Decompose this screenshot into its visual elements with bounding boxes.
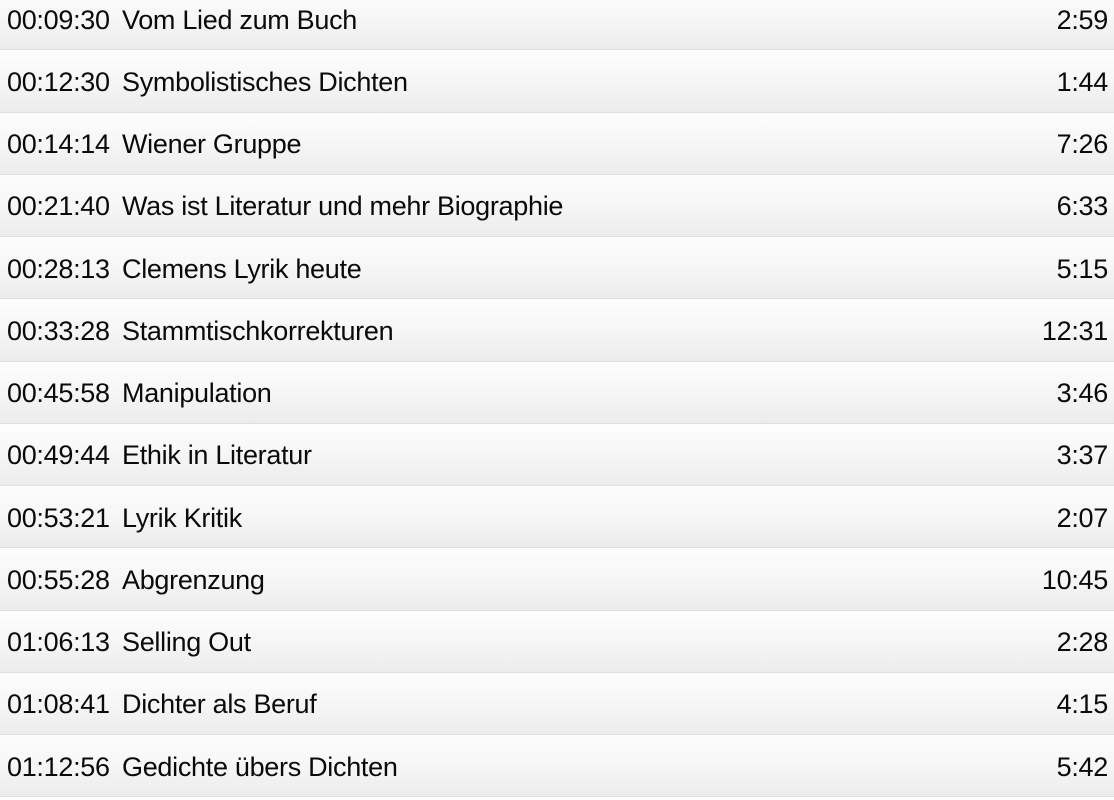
chapter-duration: 6:33 bbox=[1056, 191, 1109, 222]
chapter-row[interactable]: 00:09:30 Vom Lied zum Buch 2:59 bbox=[0, 0, 1114, 51]
chapter-title: Clemens Lyrik heute bbox=[122, 253, 362, 284]
chapter-title: Lyrik Kritik bbox=[122, 502, 242, 533]
chapter-row[interactable]: 00:45:58 Manipulation 3:46 bbox=[0, 361, 1114, 424]
chapter-start-time: 01:08:41 bbox=[7, 689, 110, 720]
chapter-row[interactable]: 01:08:41 Dichter als Beruf 4:15 bbox=[0, 672, 1114, 735]
chapter-start-time: 00:28:13 bbox=[7, 253, 110, 284]
chapter-row[interactable]: 00:28:13 Clemens Lyrik heute 5:15 bbox=[0, 237, 1114, 300]
chapter-duration: 5:42 bbox=[1056, 751, 1109, 782]
chapter-duration: 12:31 bbox=[1041, 315, 1108, 346]
chapter-title: Stammtischkorrekturen bbox=[122, 315, 394, 346]
chapter-duration: 3:37 bbox=[1056, 440, 1109, 471]
chapter-row[interactable]: 00:12:30 Symbolistisches Dichten 1:44 bbox=[0, 50, 1114, 113]
chapter-title: Was ist Literatur und mehr Biographie bbox=[122, 191, 564, 222]
chapter-row[interactable]: 00:53:21 Lyrik Kritik 2:07 bbox=[0, 486, 1114, 549]
chapter-title: Manipulation bbox=[122, 378, 272, 409]
chapter-row[interactable]: 00:21:40 Was ist Literatur und mehr Biog… bbox=[0, 174, 1114, 237]
chapter-start-time: 00:45:58 bbox=[7, 378, 110, 409]
chapter-duration: 2:28 bbox=[1056, 627, 1109, 658]
chapter-title: Dichter als Beruf bbox=[122, 689, 317, 720]
chapter-row[interactable]: 00:55:28 Abgrenzung 10:45 bbox=[0, 548, 1114, 611]
chapter-start-time: 00:14:14 bbox=[7, 129, 110, 160]
chapter-start-time: 00:21:40 bbox=[7, 191, 110, 222]
chapter-start-time: 00:09:30 bbox=[7, 4, 110, 35]
chapter-title: Wiener Gruppe bbox=[122, 129, 302, 160]
chapter-row[interactable]: 00:49:44 Ethik in Literatur 3:37 bbox=[0, 423, 1114, 486]
chapter-duration: 4:15 bbox=[1056, 689, 1109, 720]
chapter-duration: 2:07 bbox=[1056, 502, 1109, 533]
chapter-duration: 7:26 bbox=[1056, 129, 1109, 160]
chapter-title: Gedichte übers Dichten bbox=[122, 751, 398, 782]
chapter-duration: 5:15 bbox=[1056, 253, 1109, 284]
chapter-start-time: 00:55:28 bbox=[7, 564, 110, 595]
chapter-row[interactable]: 00:14:14 Wiener Gruppe 7:26 bbox=[0, 112, 1114, 175]
chapter-title: Symbolistisches Dichten bbox=[122, 66, 408, 97]
chapter-row[interactable]: 00:33:28 Stammtischkorrekturen 12:31 bbox=[0, 299, 1114, 362]
chapter-row[interactable]: 01:12:56 Gedichte übers Dichten 5:42 bbox=[0, 735, 1114, 798]
chapter-start-time: 00:53:21 bbox=[7, 502, 110, 533]
chapter-start-time: 00:12:30 bbox=[7, 66, 110, 97]
chapter-duration: 1:44 bbox=[1056, 66, 1109, 97]
chapter-title: Selling Out bbox=[122, 627, 251, 658]
chapter-row[interactable]: 01:06:13 Selling Out 2:28 bbox=[0, 610, 1114, 673]
chapter-start-time: 01:12:56 bbox=[7, 751, 110, 782]
chapter-title: Vom Lied zum Buch bbox=[122, 4, 358, 35]
chapter-title: Abgrenzung bbox=[122, 564, 265, 595]
chapter-row-partial bbox=[0, 797, 1114, 800]
chapter-start-time: 00:33:28 bbox=[7, 315, 110, 346]
chapter-start-time: 00:49:44 bbox=[7, 440, 110, 471]
chapter-title: Ethik in Literatur bbox=[122, 440, 312, 471]
chapter-duration: 2:59 bbox=[1056, 4, 1109, 35]
chapter-duration: 3:46 bbox=[1056, 378, 1109, 409]
chapter-duration: 10:45 bbox=[1041, 564, 1108, 595]
chapter-start-time: 01:06:13 bbox=[7, 627, 110, 658]
